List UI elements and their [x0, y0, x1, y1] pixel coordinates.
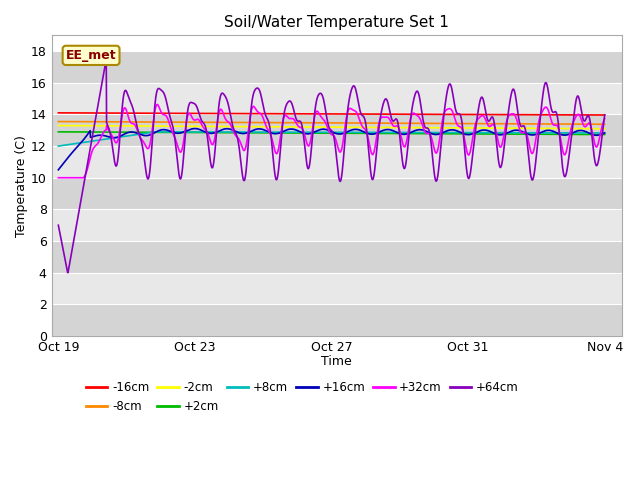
Legend: -16cm, -8cm, -2cm, +2cm, +8cm, +16cm, +32cm, +64cm: -16cm, -8cm, -2cm, +2cm, +8cm, +16cm, +3… — [86, 381, 519, 413]
Bar — [51, 241, 621, 273]
Text: EE_met: EE_met — [66, 49, 116, 62]
Bar — [51, 304, 621, 336]
Title: Soil/Water Temperature Set 1: Soil/Water Temperature Set 1 — [224, 15, 449, 30]
Bar — [51, 178, 621, 209]
Bar — [51, 51, 621, 83]
Bar — [51, 83, 621, 114]
Bar — [51, 273, 621, 304]
Bar — [51, 209, 621, 241]
Y-axis label: Temperature (C): Temperature (C) — [15, 135, 28, 237]
Bar — [51, 114, 621, 146]
X-axis label: Time: Time — [321, 355, 352, 368]
Bar — [51, 146, 621, 178]
